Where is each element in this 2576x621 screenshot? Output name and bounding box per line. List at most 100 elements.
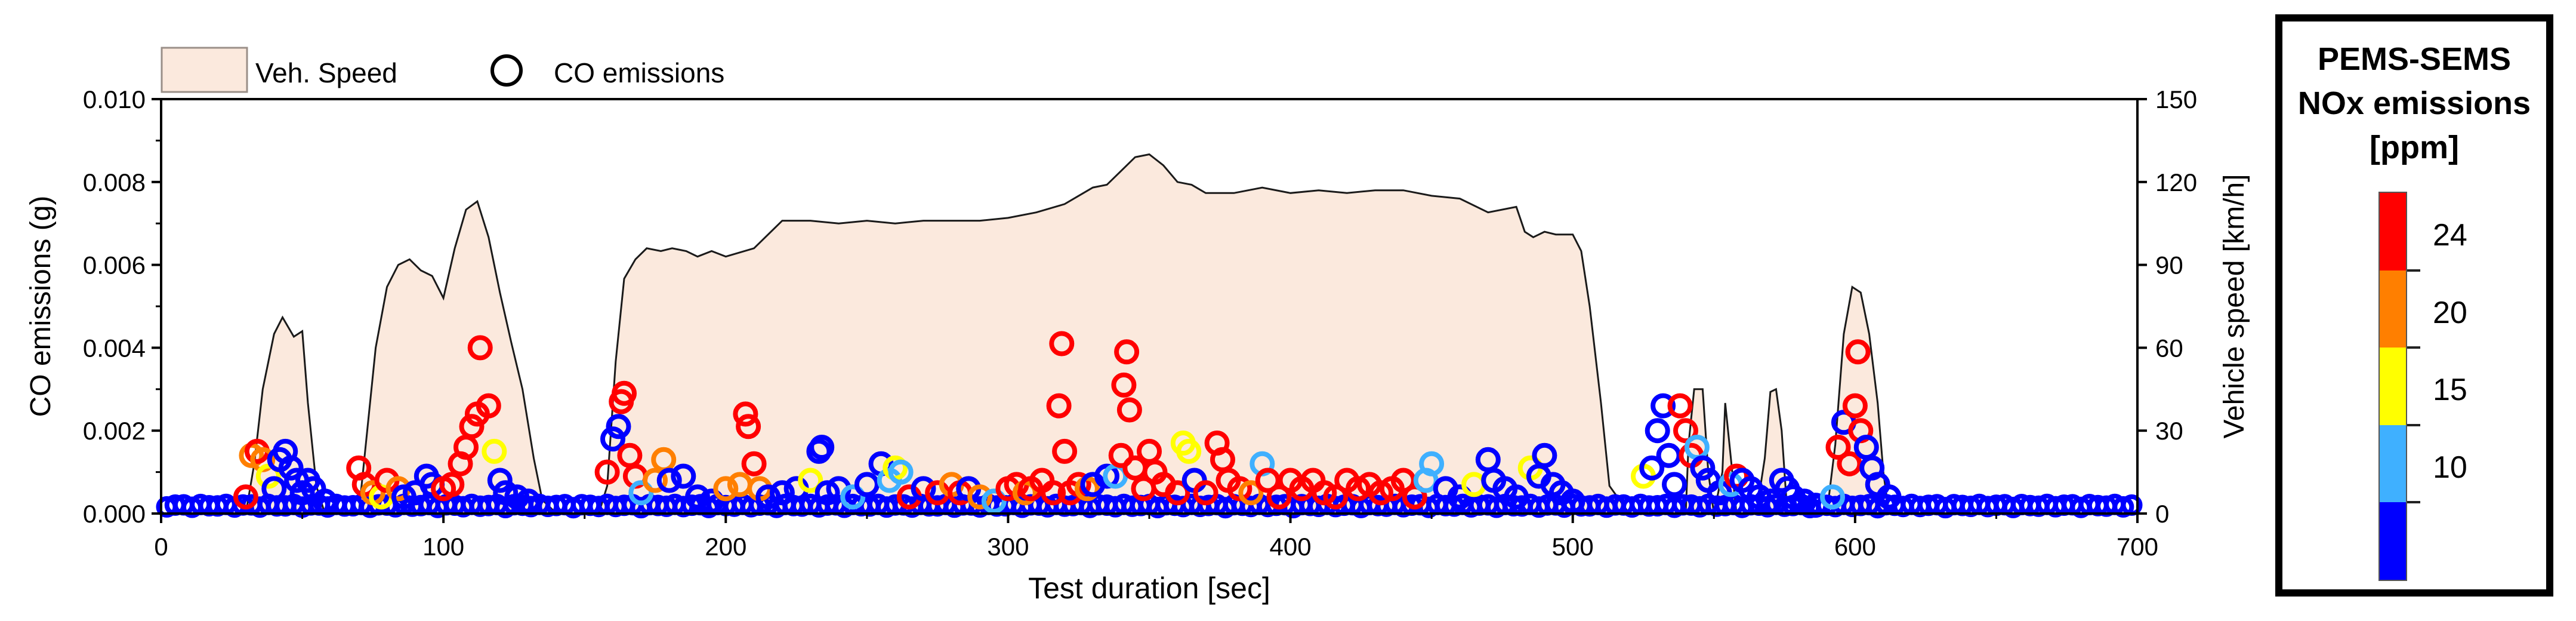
y2-tick-label: 60 xyxy=(2155,334,2183,362)
y2-tick-label: 30 xyxy=(2155,417,2183,445)
co-emission-marker xyxy=(911,476,936,502)
y-tick-label: 0.000 xyxy=(83,500,146,528)
legend-speed-swatch xyxy=(161,47,248,93)
co-emission-marker xyxy=(1346,476,1371,502)
x-tick-label: 700 xyxy=(2117,533,2158,561)
co-emission-marker xyxy=(482,438,507,464)
co-emission-marker xyxy=(699,488,724,514)
legend-co-label: CO emissions xyxy=(554,57,724,88)
x-axis-title: Test duration [sec] xyxy=(1028,571,1270,605)
co-emission-marker xyxy=(1116,397,1142,423)
co-emission-marker xyxy=(1639,455,1665,481)
y-axis-title: CO emissions (g) xyxy=(25,196,57,417)
co-emission-marker xyxy=(643,468,668,493)
legend-speed-label: Veh. Speed xyxy=(255,57,397,88)
co-emission-marker xyxy=(1747,484,1772,510)
colorbar-tick-mark xyxy=(2407,269,2420,272)
co-emission-marker xyxy=(606,414,631,439)
y2-tick-label: 150 xyxy=(2155,85,2197,113)
co-emission-marker xyxy=(1368,480,1393,506)
co-emission-marker xyxy=(487,468,513,493)
co-emission-marker xyxy=(1108,442,1134,468)
co-emission-marker xyxy=(504,484,530,510)
co-emission-marker xyxy=(1323,484,1349,510)
y2-axis-title: Vehicle speed [km/h] xyxy=(2219,174,2250,439)
x-tick-label: 200 xyxy=(705,533,746,561)
co-emission-marker xyxy=(755,484,781,510)
co-emission-marker xyxy=(255,463,281,489)
co-emission-marker xyxy=(612,380,637,406)
co-emission-marker xyxy=(888,459,914,485)
co-emission-marker xyxy=(516,488,541,514)
co-emission-marker xyxy=(1238,480,1264,506)
x-tick-label: 500 xyxy=(1552,533,1594,561)
co-emission-marker xyxy=(1645,418,1670,444)
y-axis-left: 0.000 0.002 0.004 0.006 0.008 0.010 xyxy=(83,85,161,528)
co-emission-marker xyxy=(1656,442,1682,468)
co-emission-marker xyxy=(854,472,880,497)
colorbar-band xyxy=(2378,502,2407,580)
co-emission-marker xyxy=(1165,480,1190,506)
legend: Veh. Speed CO emissions xyxy=(161,47,724,93)
co-emission-marker xyxy=(1094,463,1119,489)
co-emission-marker xyxy=(1049,331,1075,356)
co-emission-marker xyxy=(809,435,835,460)
co-emission-marker xyxy=(459,414,485,439)
y2-tick-label: 90 xyxy=(2155,251,2183,279)
co-emission-marker xyxy=(1667,393,1693,419)
colorbar-tick-label: 15 xyxy=(2433,373,2467,408)
colorbar-band xyxy=(2378,270,2407,349)
co-emission-marker xyxy=(476,393,501,419)
colorbar-band xyxy=(2378,348,2407,426)
colorbar-tick-mark xyxy=(2407,501,2420,504)
co-emission-marker xyxy=(439,472,465,497)
colorbar-band xyxy=(2378,425,2407,503)
co-emission-marker xyxy=(1114,339,1140,365)
co-emission-marker xyxy=(1402,484,1427,510)
co-emission-marker xyxy=(289,480,315,506)
y2-tick-label: 120 xyxy=(2155,168,2197,196)
co-emission-marker xyxy=(671,463,696,489)
colorbar-panel: PEMS-SEMS NOx emissions [ppm] 24 20 15 10 xyxy=(2275,14,2553,597)
co-emission-marker xyxy=(1780,484,1806,510)
co-emission-marker xyxy=(1842,393,1868,419)
colorbar-band xyxy=(2378,193,2407,271)
co-emission-marker xyxy=(261,476,287,502)
x-tick-label: 100 xyxy=(422,533,464,561)
colorbar-tick-mark xyxy=(2407,423,2420,426)
co-emission-marker xyxy=(1651,393,1676,419)
x-tick-label: 400 xyxy=(1270,533,1312,561)
co-emission-marker xyxy=(1825,435,1851,460)
y-tick-label: 0.004 xyxy=(83,334,146,362)
co-emission-marker xyxy=(967,484,993,510)
legend-co-marker xyxy=(490,54,523,87)
co-emission-marker xyxy=(1837,451,1862,476)
co-emission-marker xyxy=(1791,488,1817,514)
x-tick-label: 600 xyxy=(1834,533,1876,561)
colorbar-tick-mark xyxy=(2407,346,2420,349)
co-emission-marker xyxy=(736,414,761,439)
co-emission-marker xyxy=(628,480,654,506)
co-emission-marker xyxy=(1560,488,1585,514)
co-emission-marker xyxy=(391,484,417,510)
co-emission-marker xyxy=(840,484,866,510)
co-emission-marker xyxy=(1193,480,1218,506)
co-emission-marker xyxy=(741,451,767,476)
x-axis: 0 100 200 300 400 500 600 700 xyxy=(154,514,2158,561)
y-tick-label: 0.002 xyxy=(83,417,146,445)
co-emission-marker xyxy=(1419,451,1445,476)
x-tick-label: 300 xyxy=(987,533,1029,561)
colorbar-title-line2: NOx emissions xyxy=(2297,85,2531,121)
y-tick-label: 0.006 xyxy=(83,251,146,279)
co-emission-marker xyxy=(1662,472,1687,497)
co-emission-marker xyxy=(1312,480,1337,506)
colorbar-outline xyxy=(2378,192,2407,581)
co-emission-marker xyxy=(600,426,625,452)
co-emission-marker xyxy=(1447,484,1473,510)
co-emission-marker xyxy=(1820,484,1845,510)
co-emission-marker xyxy=(733,401,758,427)
co-emission-marker xyxy=(1052,438,1078,464)
co-emission-marker xyxy=(594,459,620,485)
co-emission-marker xyxy=(656,468,682,493)
